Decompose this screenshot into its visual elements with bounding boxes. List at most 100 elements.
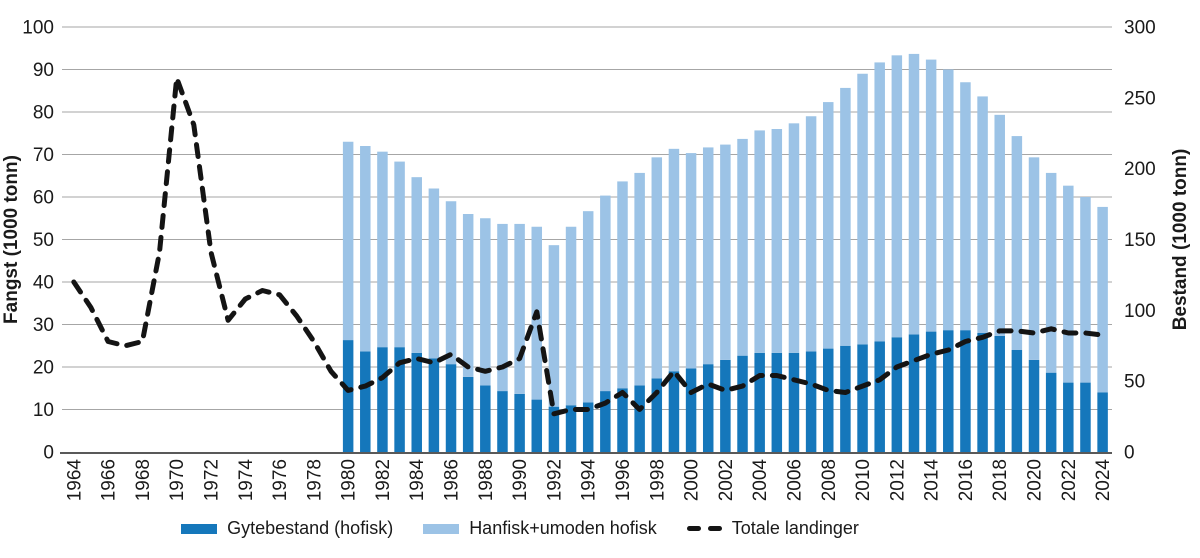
- bar-gytebestand: [1045, 372, 1057, 452]
- bar-gytebestand: [634, 385, 645, 452]
- bar-hanfisk-umoden: [634, 172, 645, 386]
- bar-gytebestand: [788, 352, 800, 452]
- bar-hanfisk-umoden: [462, 214, 474, 377]
- x-axis-tick-label: 2020: [1025, 459, 1046, 501]
- fangst-axis-title: Fangst (1000 tonn): [1, 155, 22, 324]
- bar-gytebestand: [943, 330, 954, 452]
- x-axis-tick-label: 1994: [579, 459, 600, 502]
- left-axis-tick-label: 80: [33, 103, 54, 124]
- x-axis-tick-label: 2000: [682, 459, 703, 501]
- x-axis-tick-label: 2018: [990, 459, 1011, 501]
- bar-hanfisk-umoden: [1063, 185, 1074, 383]
- bar-hanfisk-umoden: [651, 157, 663, 379]
- legend-item-gytebestand: Gytebestand (hofisk): [181, 518, 393, 539]
- bar-hanfisk-umoden: [737, 138, 748, 356]
- bar-gytebestand: [874, 341, 885, 452]
- bar-hanfisk-umoden: [1011, 136, 1023, 350]
- bar-hanfisk-umoden: [977, 96, 988, 334]
- x-axis-tick-label: 1978: [304, 459, 325, 501]
- left-axis-tick-label: 30: [33, 315, 54, 336]
- x-axis-tick-label: 2016: [956, 459, 977, 501]
- x-axis-tick-label: 1968: [133, 459, 154, 501]
- right-axis-tick-label: 50: [1124, 372, 1145, 393]
- bar-gytebestand: [428, 358, 440, 452]
- bar-hanfisk-umoden: [394, 161, 405, 348]
- bar-hanfisk-umoden: [685, 153, 697, 369]
- right-axis-tick-label: 250: [1124, 88, 1156, 109]
- x-axis-tick-label: 2024: [1093, 459, 1114, 502]
- legend-label-totale-landinger: Totale landinger: [731, 518, 859, 538]
- bar-gytebestand: [445, 364, 457, 452]
- bar-hanfisk-umoden: [994, 114, 1005, 336]
- left-axis-tick-label: 20: [33, 358, 54, 379]
- left-axis-tick-label: 0: [43, 443, 54, 464]
- bar-gytebestand: [925, 331, 937, 452]
- bar-hanfisk-umoden: [668, 148, 680, 372]
- bar-hanfisk-umoden: [582, 211, 594, 403]
- left-axis-tick-label: 50: [33, 230, 54, 251]
- bar-hanfisk-umoden: [788, 123, 800, 353]
- totale-landinger-line: [71, 75, 1106, 417]
- bar-hanfisk-umoden: [1097, 206, 1108, 393]
- bar-hanfisk-umoden: [411, 177, 422, 353]
- legend-item-hanfisk: Hanfisk+umoden hofisk: [423, 518, 657, 539]
- left-axis-tick-label: 40: [33, 273, 54, 294]
- x-axis-tick-label: 1970: [167, 459, 188, 501]
- bar-hanfisk-umoden: [805, 116, 817, 352]
- bar-gytebestand: [360, 351, 371, 452]
- bar-hanfisk-umoden: [428, 188, 440, 359]
- x-axis-tick-label: 2008: [819, 459, 840, 501]
- legend-label-gytebestand: Gytebestand (hofisk): [227, 518, 394, 538]
- bar-gytebestand: [840, 345, 851, 452]
- bar-gytebestand: [702, 364, 714, 452]
- x-axis-tick-label: 2022: [1059, 459, 1080, 501]
- x-axis-tick-label: 1972: [201, 459, 222, 501]
- bar-gytebestand: [377, 347, 388, 452]
- bar-gytebestand: [548, 406, 560, 452]
- x-axis-tick-label: 1988: [476, 459, 497, 501]
- bestand-axis-title: Bestand (1000 tonn): [1170, 149, 1191, 331]
- left-axis-tick-label: 100: [22, 18, 54, 39]
- right-axis-tick-label: 300: [1124, 18, 1156, 39]
- bar-gytebestand: [1080, 382, 1091, 452]
- bar-gytebestand: [480, 385, 491, 452]
- bar-hanfisk-umoden: [823, 102, 834, 349]
- bar-hanfisk-umoden: [857, 73, 868, 345]
- hanfisk-swatch-icon: [423, 523, 460, 534]
- x-axis-tick-label: 2002: [716, 459, 737, 501]
- right-axis-tick-label: 100: [1124, 301, 1156, 322]
- left-axis-tick-label: 70: [33, 145, 54, 166]
- bar-hanfisk-umoden: [548, 245, 560, 407]
- x-axis-tick-label: 1966: [99, 459, 120, 501]
- bar-gytebestand: [394, 347, 405, 452]
- bar-hanfisk-umoden: [925, 59, 937, 332]
- bar-gytebestand: [771, 352, 783, 452]
- bar-gytebestand: [1028, 359, 1040, 452]
- bar-hanfisk-umoden: [514, 223, 525, 394]
- bar-hanfisk-umoden: [497, 223, 508, 392]
- x-axis-tick-label: 1982: [373, 459, 394, 501]
- x-axis-tick-label: 1992: [544, 459, 565, 501]
- left-axis-tick-label: 60: [33, 188, 54, 209]
- x-axis-tick-label: 1986: [442, 459, 463, 501]
- bar-gytebestand: [411, 352, 422, 452]
- bar-gytebestand: [582, 402, 594, 452]
- bar-hanfisk-umoden: [1028, 157, 1040, 360]
- bar-gytebestand: [960, 330, 971, 452]
- bar-gytebestand: [720, 359, 731, 452]
- bar-gytebestand: [1011, 350, 1023, 452]
- bar-gytebestand: [1063, 382, 1074, 452]
- x-axis-tick-label: 1980: [339, 459, 360, 501]
- left-axis-tick-label: 10: [33, 400, 54, 421]
- bar-gytebestand: [737, 355, 748, 452]
- x-axis-tick-label: 1976: [270, 459, 291, 501]
- x-axis-tick-label: 1990: [510, 459, 531, 501]
- bar-hanfisk-umoden: [960, 82, 971, 331]
- x-axis-tick-label: 1964: [64, 459, 85, 502]
- bar-hanfisk-umoden: [600, 195, 611, 392]
- bar-gytebestand: [977, 333, 988, 452]
- dashed-line-marker-icon: [686, 526, 722, 531]
- bar-hanfisk-umoden: [840, 87, 851, 346]
- bar-hanfisk-umoden: [617, 181, 628, 389]
- bar-gytebestand: [462, 376, 474, 452]
